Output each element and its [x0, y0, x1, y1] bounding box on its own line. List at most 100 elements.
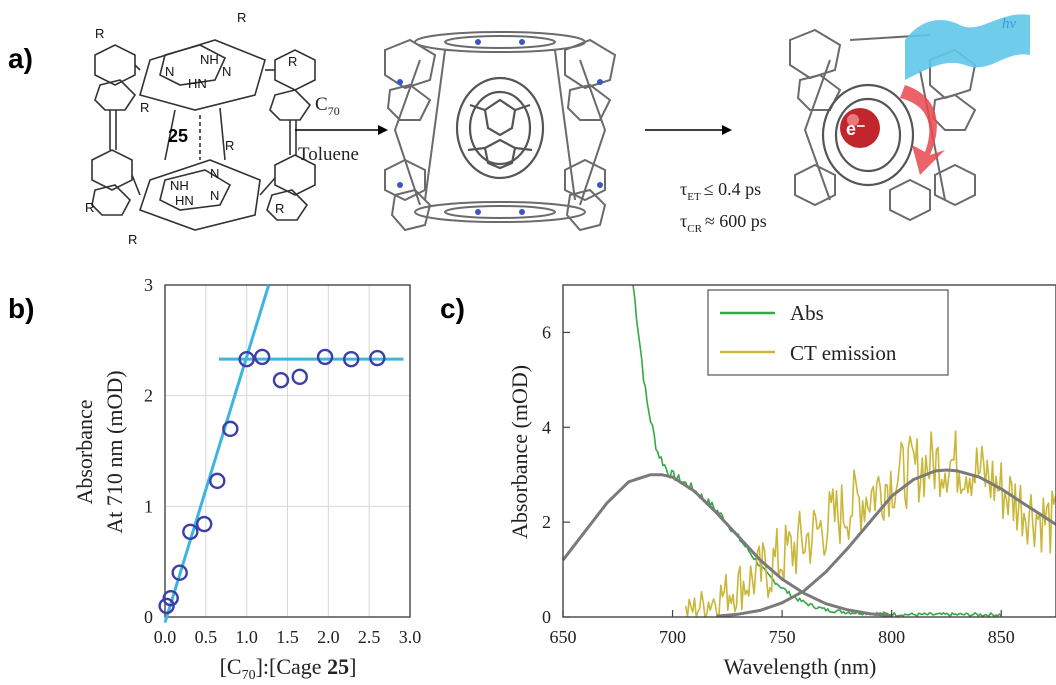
x-tick-label: 0.0: [154, 627, 177, 647]
r-label: R: [95, 26, 104, 41]
y-tick-label: 4: [542, 417, 551, 437]
r-label: R: [128, 232, 137, 247]
gaussian-fit-line: [716, 468, 1056, 618]
crystal-structure-et: [789, 28, 977, 222]
crystal-structure: [384, 31, 617, 232]
y-axis-label: Absorbance (mOD): [507, 365, 532, 539]
x-tick-label: 2.0: [317, 627, 340, 647]
panel-c-label: c): [440, 293, 465, 324]
x-tick-label: 0.5: [195, 627, 218, 647]
structure-labels: R R R R R R R R NH N N HN NH HN N N: [85, 10, 297, 247]
y-ticks: 0 2 4 6: [542, 322, 570, 627]
data-point: [209, 472, 226, 490]
legend: Abs CT emission: [707, 289, 949, 376]
grid: [164, 284, 411, 618]
nh-label: N: [210, 188, 219, 203]
x-tick-label: 3.0: [399, 627, 422, 647]
data-point: [253, 348, 271, 366]
bottom-porphyrin: [138, 159, 261, 231]
data-point: [369, 349, 386, 367]
x-tick-label: 1.0: [235, 627, 258, 647]
nh-label: HN: [188, 76, 207, 91]
electron-transfer-arrow: [900, 85, 945, 175]
plot-frame: [562, 284, 1056, 618]
r-label: R: [237, 10, 246, 25]
nh-label: N: [210, 166, 219, 181]
electron-label: e⁻: [846, 119, 866, 139]
panel-b-label: b): [8, 293, 34, 324]
y-axis-label-line2: At 710 nm (mOD): [102, 370, 127, 533]
y-tick-label: 6: [542, 322, 551, 342]
electron-sphere: [840, 108, 880, 148]
data-point: [195, 515, 213, 533]
data-point: [171, 564, 188, 581]
legend-label-abs: Abs: [790, 301, 824, 325]
reaction-arrow: [645, 125, 732, 135]
x-tick-label: 850: [988, 627, 1015, 647]
y-axis-label-line1: Absorbance: [72, 399, 97, 504]
data-point: [316, 348, 334, 366]
reaction-arrow: [295, 125, 388, 135]
tau-et-label: τET ≤ 0.4 ps: [680, 179, 761, 203]
c70-cage-middle: [455, 76, 545, 180]
nh-label: NH: [170, 178, 189, 193]
r-label: R: [288, 54, 297, 69]
y-tick-label: 2: [144, 386, 153, 406]
x-tick-label: 800: [878, 627, 905, 647]
data-point: [162, 589, 179, 607]
x-tick-label: 2.5: [358, 627, 381, 647]
photon-label: hν: [1002, 16, 1017, 32]
legend-box: [707, 289, 949, 376]
data-points: [158, 348, 386, 615]
r-label: R: [85, 200, 94, 215]
x-axis-label: [C70]:[Cage 25]: [220, 654, 357, 683]
plot-frame: [164, 284, 411, 618]
series-lines: [561, 285, 1056, 618]
data-point: [182, 523, 199, 540]
cage-number: 25: [168, 126, 188, 146]
nh-label: N: [165, 64, 174, 79]
fit-lines: [163, 284, 404, 623]
y-tick-label: 1: [144, 496, 153, 516]
gaussian-fit-line: [561, 473, 892, 618]
nh-label: NH: [200, 52, 219, 67]
y-tick-label: 0: [542, 607, 551, 627]
reagent-label: C70: [315, 94, 340, 118]
data-point: [272, 371, 290, 389]
nh-label: HN: [175, 193, 194, 208]
solvent-label: Toluene: [298, 144, 359, 165]
x-ticks: 0.0 0.5 1.0 1.5 2.0 2.5 3.0: [154, 627, 422, 647]
r-label: R: [140, 100, 149, 115]
chart-b: 0.0 0.5 1.0 1.5 2.0 2.5 3.0 0 1 2 3: [144, 275, 421, 647]
x-axis-label: Wavelength (nm): [724, 654, 877, 679]
nh-label: N: [222, 64, 231, 79]
nitrogen-atoms: [397, 39, 603, 215]
fit-line: [163, 284, 271, 623]
r-label: R: [225, 138, 234, 153]
r-label: R: [275, 201, 284, 216]
y-ticks: 0 1 2 3: [144, 275, 153, 627]
x-tick-label: 700: [659, 627, 686, 647]
data-point: [158, 597, 175, 615]
x-tick-label: 750: [769, 627, 796, 647]
tau-cr-label: τCR ≈ 600 ps: [680, 211, 767, 235]
cage-structure: [91, 39, 316, 231]
top-porphyrin: [139, 39, 266, 111]
series-ct-emission-line: [684, 430, 1056, 618]
photon-wave: [905, 14, 1030, 81]
panel-a-label: a): [8, 43, 33, 74]
legend-label-ct: CT emission: [790, 341, 897, 365]
data-point: [238, 350, 255, 368]
x-ticks: 650 700 750 800 850: [550, 610, 1015, 647]
data-point: [291, 368, 308, 386]
y-tick-label: 3: [144, 275, 153, 295]
y-tick-label: 0: [144, 607, 153, 627]
y-tick-label: 2: [542, 512, 551, 532]
x-tick-label: 650: [550, 627, 577, 647]
c70-cage-right: [821, 83, 915, 187]
chart-c: 650 700 750 800 850 0 2 4 6: [542, 284, 1056, 647]
data-point: [222, 420, 239, 438]
x-tick-label: 1.5: [276, 627, 299, 647]
data-point: [343, 350, 360, 368]
